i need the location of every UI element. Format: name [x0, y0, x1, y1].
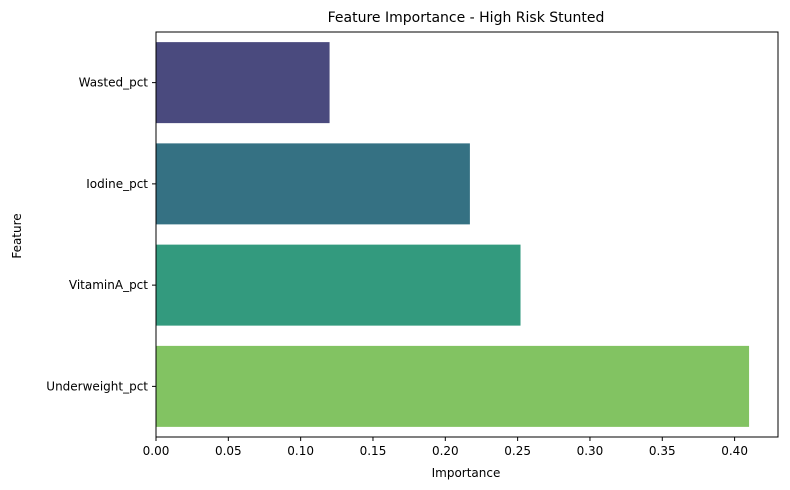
x-tick-label: 0.10: [287, 444, 314, 458]
x-tick-label: 0.35: [649, 444, 676, 458]
x-tick-label: 0.00: [143, 444, 170, 458]
chart-title: Feature Importance - High Risk Stunted: [328, 10, 605, 26]
y-tick-label: Iodine_pct: [86, 177, 148, 191]
bar-underweight-pct: [156, 345, 750, 427]
x-axis-label: Importance: [432, 466, 501, 480]
x-tick-label: 0.15: [360, 444, 387, 458]
x-ticks-group: 0.00 0.05 0.10 0.15 0.20 0.25 0.30 0.35 0.40: [143, 437, 748, 458]
plot-frame: [155, 31, 779, 438]
x-tick-label: 0.40: [721, 444, 748, 458]
y-tick-label: Underweight_pct: [46, 379, 148, 393]
bar-vitamina-pct: [156, 244, 521, 326]
bar-wasted-pct: [156, 42, 330, 124]
x-tick-label: 0.25: [504, 444, 531, 458]
y-ticks-group: Wasted_pct Iodine_pct VitaminA_pct Underwei…: [46, 76, 156, 393]
bar-iodine-pct: [156, 143, 470, 225]
y-tick-label: VitaminA_pct: [69, 278, 148, 292]
bars-group: [156, 42, 750, 427]
x-tick-label: 0.30: [577, 444, 604, 458]
y-axis-label: Feature: [10, 213, 24, 258]
x-tick-label: 0.05: [215, 444, 242, 458]
y-tick-label: Wasted_pct: [79, 76, 149, 90]
x-tick-label: 0.20: [432, 444, 459, 458]
